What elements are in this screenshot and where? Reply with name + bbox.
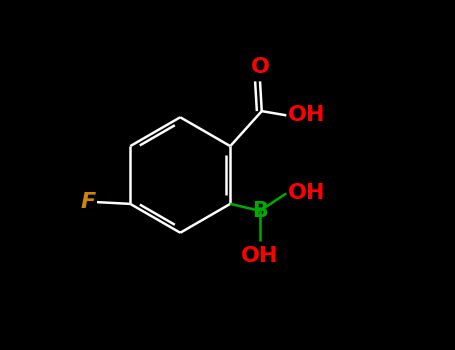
Text: F: F: [81, 192, 96, 212]
Text: B: B: [252, 201, 268, 221]
Text: OH: OH: [288, 105, 325, 125]
Text: OH: OH: [288, 183, 325, 203]
Text: OH: OH: [241, 246, 279, 266]
Text: O: O: [251, 57, 269, 77]
